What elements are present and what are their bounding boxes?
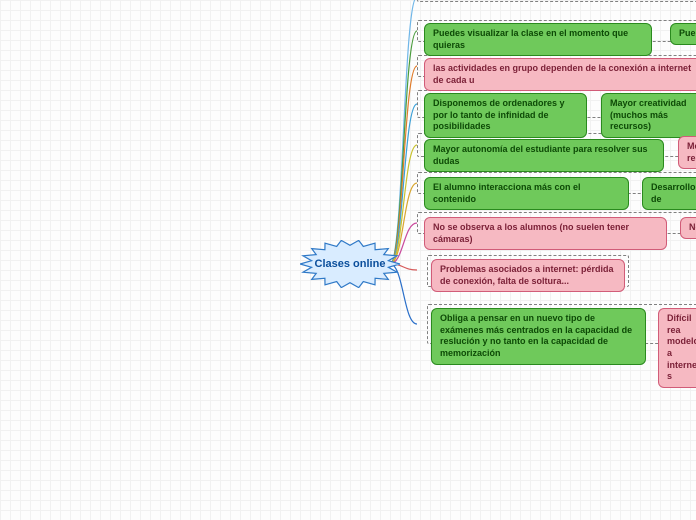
positive-node[interactable]: Mayor creatividad (muchos más recursos) <box>601 93 696 138</box>
positive-node[interactable]: El alumno interacciona más con el conten… <box>424 177 629 210</box>
central-node[interactable]: Clases online <box>300 240 400 288</box>
positive-node[interactable]: Desarrollo de <box>642 177 696 210</box>
negative-node[interactable]: Difícil rea modelo a internet s <box>658 308 696 388</box>
positive-node[interactable]: Pue <box>670 23 696 45</box>
positive-node[interactable]: Puedes visualizar la clase en el momento… <box>424 23 652 56</box>
positive-node[interactable]: Obliga a pensar en un nuevo tipo de exám… <box>431 308 646 365</box>
negative-node[interactable]: las actividades en grupo dependen de la … <box>424 58 696 91</box>
positive-node[interactable]: Mayor autonomía del estudiante para reso… <box>424 139 664 172</box>
positive-node[interactable]: Disponemos de ordenadores y por lo tanto… <box>424 93 587 138</box>
negative-node[interactable]: No <box>680 217 696 239</box>
group-box <box>417 0 696 2</box>
negative-node[interactable]: Me res <box>678 136 696 169</box>
center-label: Clases online <box>315 258 386 270</box>
negative-node[interactable]: No se observa a los alumnos (no suelen t… <box>424 217 667 250</box>
negative-node[interactable]: Problemas asociados a internet: pérdida … <box>431 259 625 292</box>
